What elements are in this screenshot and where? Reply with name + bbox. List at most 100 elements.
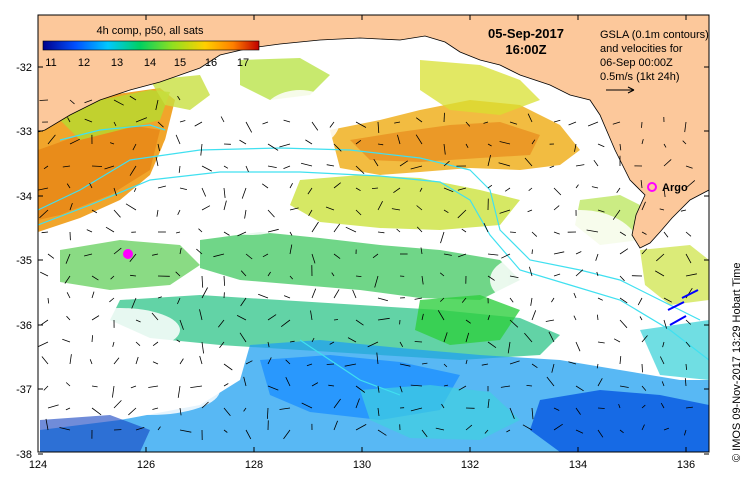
colorbar-tick: 13 — [111, 57, 123, 69]
velocity-arrow — [355, 209, 362, 216]
velocity-arrow — [597, 314, 599, 321]
velocity-arrow — [240, 297, 247, 307]
velocity-arrow — [394, 121, 401, 124]
colorbar-title: 4h comp, p50, all sats — [96, 25, 204, 37]
velocity-arrow — [113, 400, 122, 409]
velocity-arrow — [62, 165, 71, 168]
velocity-arrow — [575, 269, 584, 277]
velocity-arrow — [553, 187, 562, 196]
velocity-arrow — [591, 186, 599, 189]
velocity-arrow — [377, 429, 387, 436]
velocity-arrow — [619, 429, 624, 434]
velocity-arrow — [613, 338, 621, 343]
velocity-arrow — [267, 385, 279, 391]
velocity-arrow — [236, 315, 247, 321]
velocity-arrow — [443, 112, 445, 123]
velocity-arrow — [509, 121, 518, 125]
velocity-arrow — [685, 319, 691, 325]
velocity-arrow — [377, 201, 383, 211]
velocity-arrow — [280, 319, 291, 328]
lon-label: 134 — [569, 459, 587, 471]
velocity-arrow — [641, 121, 643, 128]
velocity-arrow — [355, 385, 366, 393]
velocity-arrow — [113, 121, 117, 127]
velocity-arrow — [530, 297, 533, 306]
velocity-arrow — [498, 162, 511, 167]
velocity-arrow — [113, 357, 120, 365]
velocity-arrow — [619, 297, 628, 304]
velocity-arrow — [267, 228, 279, 233]
velocity-arrow — [179, 407, 182, 416]
velocity-arrow — [109, 297, 115, 303]
velocity-arrow — [47, 253, 55, 259]
velocity-arrow — [223, 165, 229, 169]
velocity-arrow — [283, 429, 291, 440]
velocity-arrow — [685, 231, 692, 237]
velocity-arrow — [112, 385, 115, 398]
velocity-arrow — [113, 247, 122, 255]
velocity-arrow — [91, 275, 99, 281]
velocity-arrow — [267, 314, 277, 321]
velocity-arrow — [487, 154, 491, 167]
velocity-arrow — [333, 420, 338, 431]
velocity-arrow — [553, 251, 565, 255]
velocity-arrow — [129, 95, 137, 101]
scale-arrow-head — [627, 86, 635, 94]
velocity-arrow — [504, 187, 511, 192]
velocity-arrow — [575, 251, 582, 255]
velocity-arrow — [355, 424, 367, 431]
velocity-arrow — [333, 289, 340, 299]
velocity-arrows — [38, 95, 697, 441]
latitude-labels: -32 -33 -34 -35 -36 -37 -38 — [16, 62, 32, 461]
velocity-arrow — [151, 312, 159, 321]
velocity-arrow — [531, 249, 533, 255]
velocity-arrow — [201, 401, 209, 409]
lat-label: -32 — [16, 62, 32, 74]
velocity-arrow — [283, 119, 291, 123]
velocity-arrow — [596, 363, 599, 369]
velocity-arrow — [333, 319, 339, 321]
velocity-arrow — [458, 385, 467, 391]
velocity-arrow — [301, 162, 313, 167]
velocity-arrow — [376, 352, 379, 365]
velocity-arrow — [654, 270, 665, 277]
velocity-arrow — [305, 139, 313, 145]
velocity-arrow — [377, 143, 384, 146]
velocity-arrow — [355, 319, 364, 326]
velocity-arrow — [548, 331, 555, 343]
velocity-arrow — [91, 315, 100, 321]
velocity-arrow — [109, 142, 115, 145]
velocity-arrow — [311, 382, 319, 387]
velocity-arrow — [443, 209, 449, 214]
velocity-arrow — [91, 209, 98, 214]
velocity-arrow — [311, 121, 319, 131]
velocity-arrow — [201, 341, 204, 354]
velocity-arrow — [223, 383, 229, 387]
velocity-arrow — [69, 202, 73, 211]
velocity-arrow — [345, 226, 357, 233]
velocity-arrow — [177, 209, 181, 215]
velocity-arrow — [663, 231, 669, 238]
info-line: GSLA (0.1m contours) — [600, 29, 709, 41]
velocity-arrow — [641, 335, 648, 343]
velocity-arrow — [110, 275, 115, 280]
colorbar-tick: 11 — [45, 57, 56, 69]
lat-label: -37 — [16, 384, 32, 396]
velocity-arrow — [377, 385, 380, 393]
velocity-arrow — [680, 209, 687, 212]
velocity-arrow — [374, 275, 379, 288]
velocity-arrow — [196, 248, 203, 255]
velocity-arrow — [553, 119, 561, 123]
velocity-arrow — [84, 118, 93, 123]
velocity-arrow — [311, 288, 317, 299]
velocity-arrow — [245, 253, 253, 260]
velocity-arrow — [682, 140, 687, 145]
velocity-arrow — [410, 384, 423, 387]
velocity-arrow — [308, 209, 313, 217]
velocity-arrow — [619, 248, 629, 255]
velocity-arrow — [414, 341, 423, 343]
velocity-arrow — [663, 297, 672, 303]
velocity-arrow — [155, 99, 159, 111]
velocity-arrow — [128, 407, 137, 416]
